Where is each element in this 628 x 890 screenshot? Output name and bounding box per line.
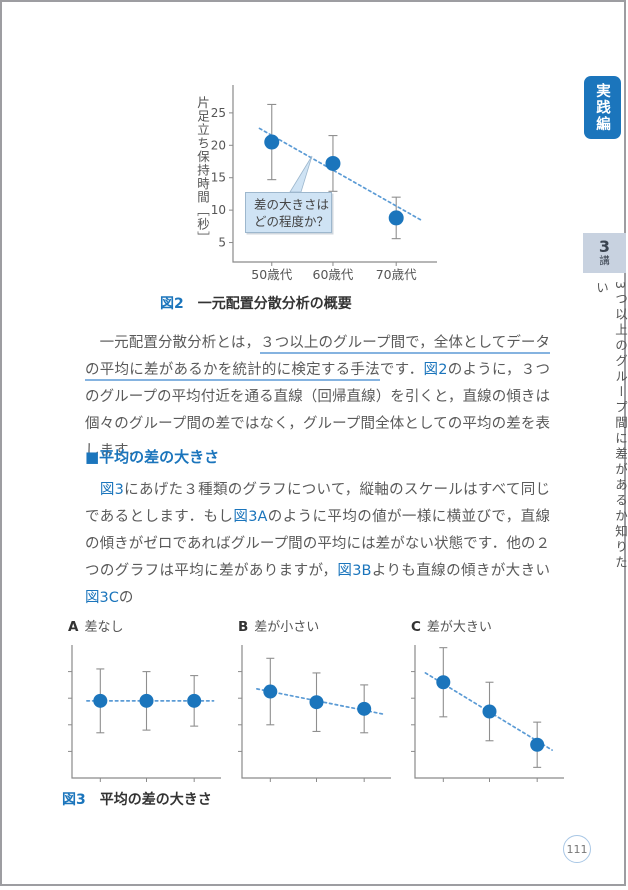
text-segment: のように，３つのグループの平均付近を通る直線（回帰直線）を引くと，直線の傾きは個…: [85, 362, 551, 459]
text-segment: よりも直線の傾きが大きい: [371, 563, 550, 579]
y-tick-label: 5: [218, 236, 226, 250]
figure3a-title: A 差なし: [60, 616, 232, 640]
data-point: [530, 737, 545, 752]
text-segment: ３つ以上のグループ間で，全体としてデータの平均に差があるかを統計的に検定する手法: [85, 335, 551, 381]
figure3b-title-text: 差が小さい: [254, 620, 320, 635]
paragraph-anova-intro: 一元配置分散分析とは，３つ以上のグループ間で，全体としてデータの平均に差があるか…: [85, 330, 551, 465]
figure2-caption-text: 一元配置分散分析の概要: [197, 296, 352, 312]
page-number-badge: 111: [563, 835, 591, 863]
figure3a-title-text: 差なし: [84, 620, 124, 635]
data-point: [93, 693, 108, 708]
text-segment: です．: [379, 362, 424, 378]
data-point: [325, 155, 341, 171]
figure-reference: 図3A: [233, 509, 268, 525]
figure3c-title-text: 差が大きい: [426, 620, 492, 635]
data-point: [187, 693, 202, 708]
x-tick-label: 60歳代: [313, 267, 354, 282]
figure-reference: 図2: [423, 362, 448, 378]
text-segment: にあげた３種類のグラフについて，縦軸のスケールはすべて同じであるとします．もし: [85, 482, 551, 525]
callout-bubble: 差の大きさは どの程度か？: [245, 192, 332, 233]
figure3a-letter: A: [68, 619, 79, 635]
text-segment: の: [118, 590, 134, 606]
y-tick-label: 15: [211, 171, 226, 185]
section-heading: ■平均の差の大きさ: [85, 448, 220, 466]
figure-reference: 図3: [99, 482, 124, 498]
x-tick-label: 70歳代: [376, 267, 417, 282]
figure3c-chart: [411, 645, 564, 782]
data-point: [388, 210, 404, 226]
figure3b-panel: B 差が小さい: [230, 616, 402, 792]
callout-tail: [289, 155, 313, 193]
data-point: [482, 704, 497, 719]
y-tick-label: 20: [211, 138, 226, 152]
trend-line: [258, 127, 422, 221]
y-tick-label: 10: [211, 203, 226, 217]
text-segment: 一元配置分散分析とは，: [85, 335, 261, 351]
axis: [414, 645, 564, 779]
figure3b-title: B 差が小さい: [230, 616, 402, 640]
figure3b-chart: [238, 645, 391, 782]
figure3-caption-text: 平均の差の大きさ: [99, 792, 212, 808]
lecture-title-vertical: 3つ以上のグループ間に差があるか知りたい: [594, 281, 628, 571]
axis: [232, 85, 437, 263]
figure-reference: 図3B: [337, 563, 372, 579]
figure3-caption: 図3 平均の差の大きさ: [62, 789, 212, 809]
y-tick-label: 25: [211, 106, 226, 120]
figure2-caption-label: 図2: [160, 296, 184, 312]
figure3a-panel: A 差なし: [60, 616, 232, 792]
figure3c-panel: C 差が大きい: [403, 616, 575, 792]
lecture-number-badge: 3 講: [583, 233, 626, 273]
figure2-caption: 図2 一元配置分散分析の概要: [160, 293, 352, 313]
axis: [71, 645, 221, 779]
data-point: [436, 675, 451, 690]
figure3a-chart: [68, 645, 221, 782]
callout-line: どの程度か？: [254, 214, 330, 229]
callout-line: 差の大きさは: [254, 197, 330, 212]
data-point: [264, 134, 280, 150]
figure3c-letter: C: [411, 619, 421, 635]
figure3c-title: C 差が大きい: [403, 616, 575, 640]
lecture-suffix: 講: [599, 255, 610, 267]
data-point: [263, 684, 278, 699]
axis: [241, 645, 391, 779]
lecture-number: 3: [598, 237, 611, 256]
text-segment: [85, 482, 100, 498]
x-tick-label: 50歳代: [251, 267, 292, 282]
paragraph-mean-difference: 図3にあげた３種類のグラフについて，縦軸のスケールはすべて同じであるとします．も…: [85, 477, 550, 612]
figure3-caption-label: 図3: [62, 792, 86, 808]
sidebar-tab-label: 実践編: [594, 82, 610, 133]
sidebar-tab-practice-edition: 実践編: [584, 76, 621, 139]
figure2-chart: 5 10 15 20 25 50歳代 60歳代 70歳代: [211, 85, 437, 282]
text-segment: のように平均の値が一様に横並びで，直線の傾きがゼロであればグループ間の平均には差…: [85, 509, 550, 579]
data-point: [357, 701, 372, 716]
data-point: [139, 693, 154, 708]
figure-reference: 図3C: [85, 590, 119, 606]
figure3b-letter: B: [238, 619, 249, 635]
figure2-y-axis-label: 片足立ち保持時間［秒］: [195, 96, 210, 245]
data-point: [309, 695, 324, 710]
